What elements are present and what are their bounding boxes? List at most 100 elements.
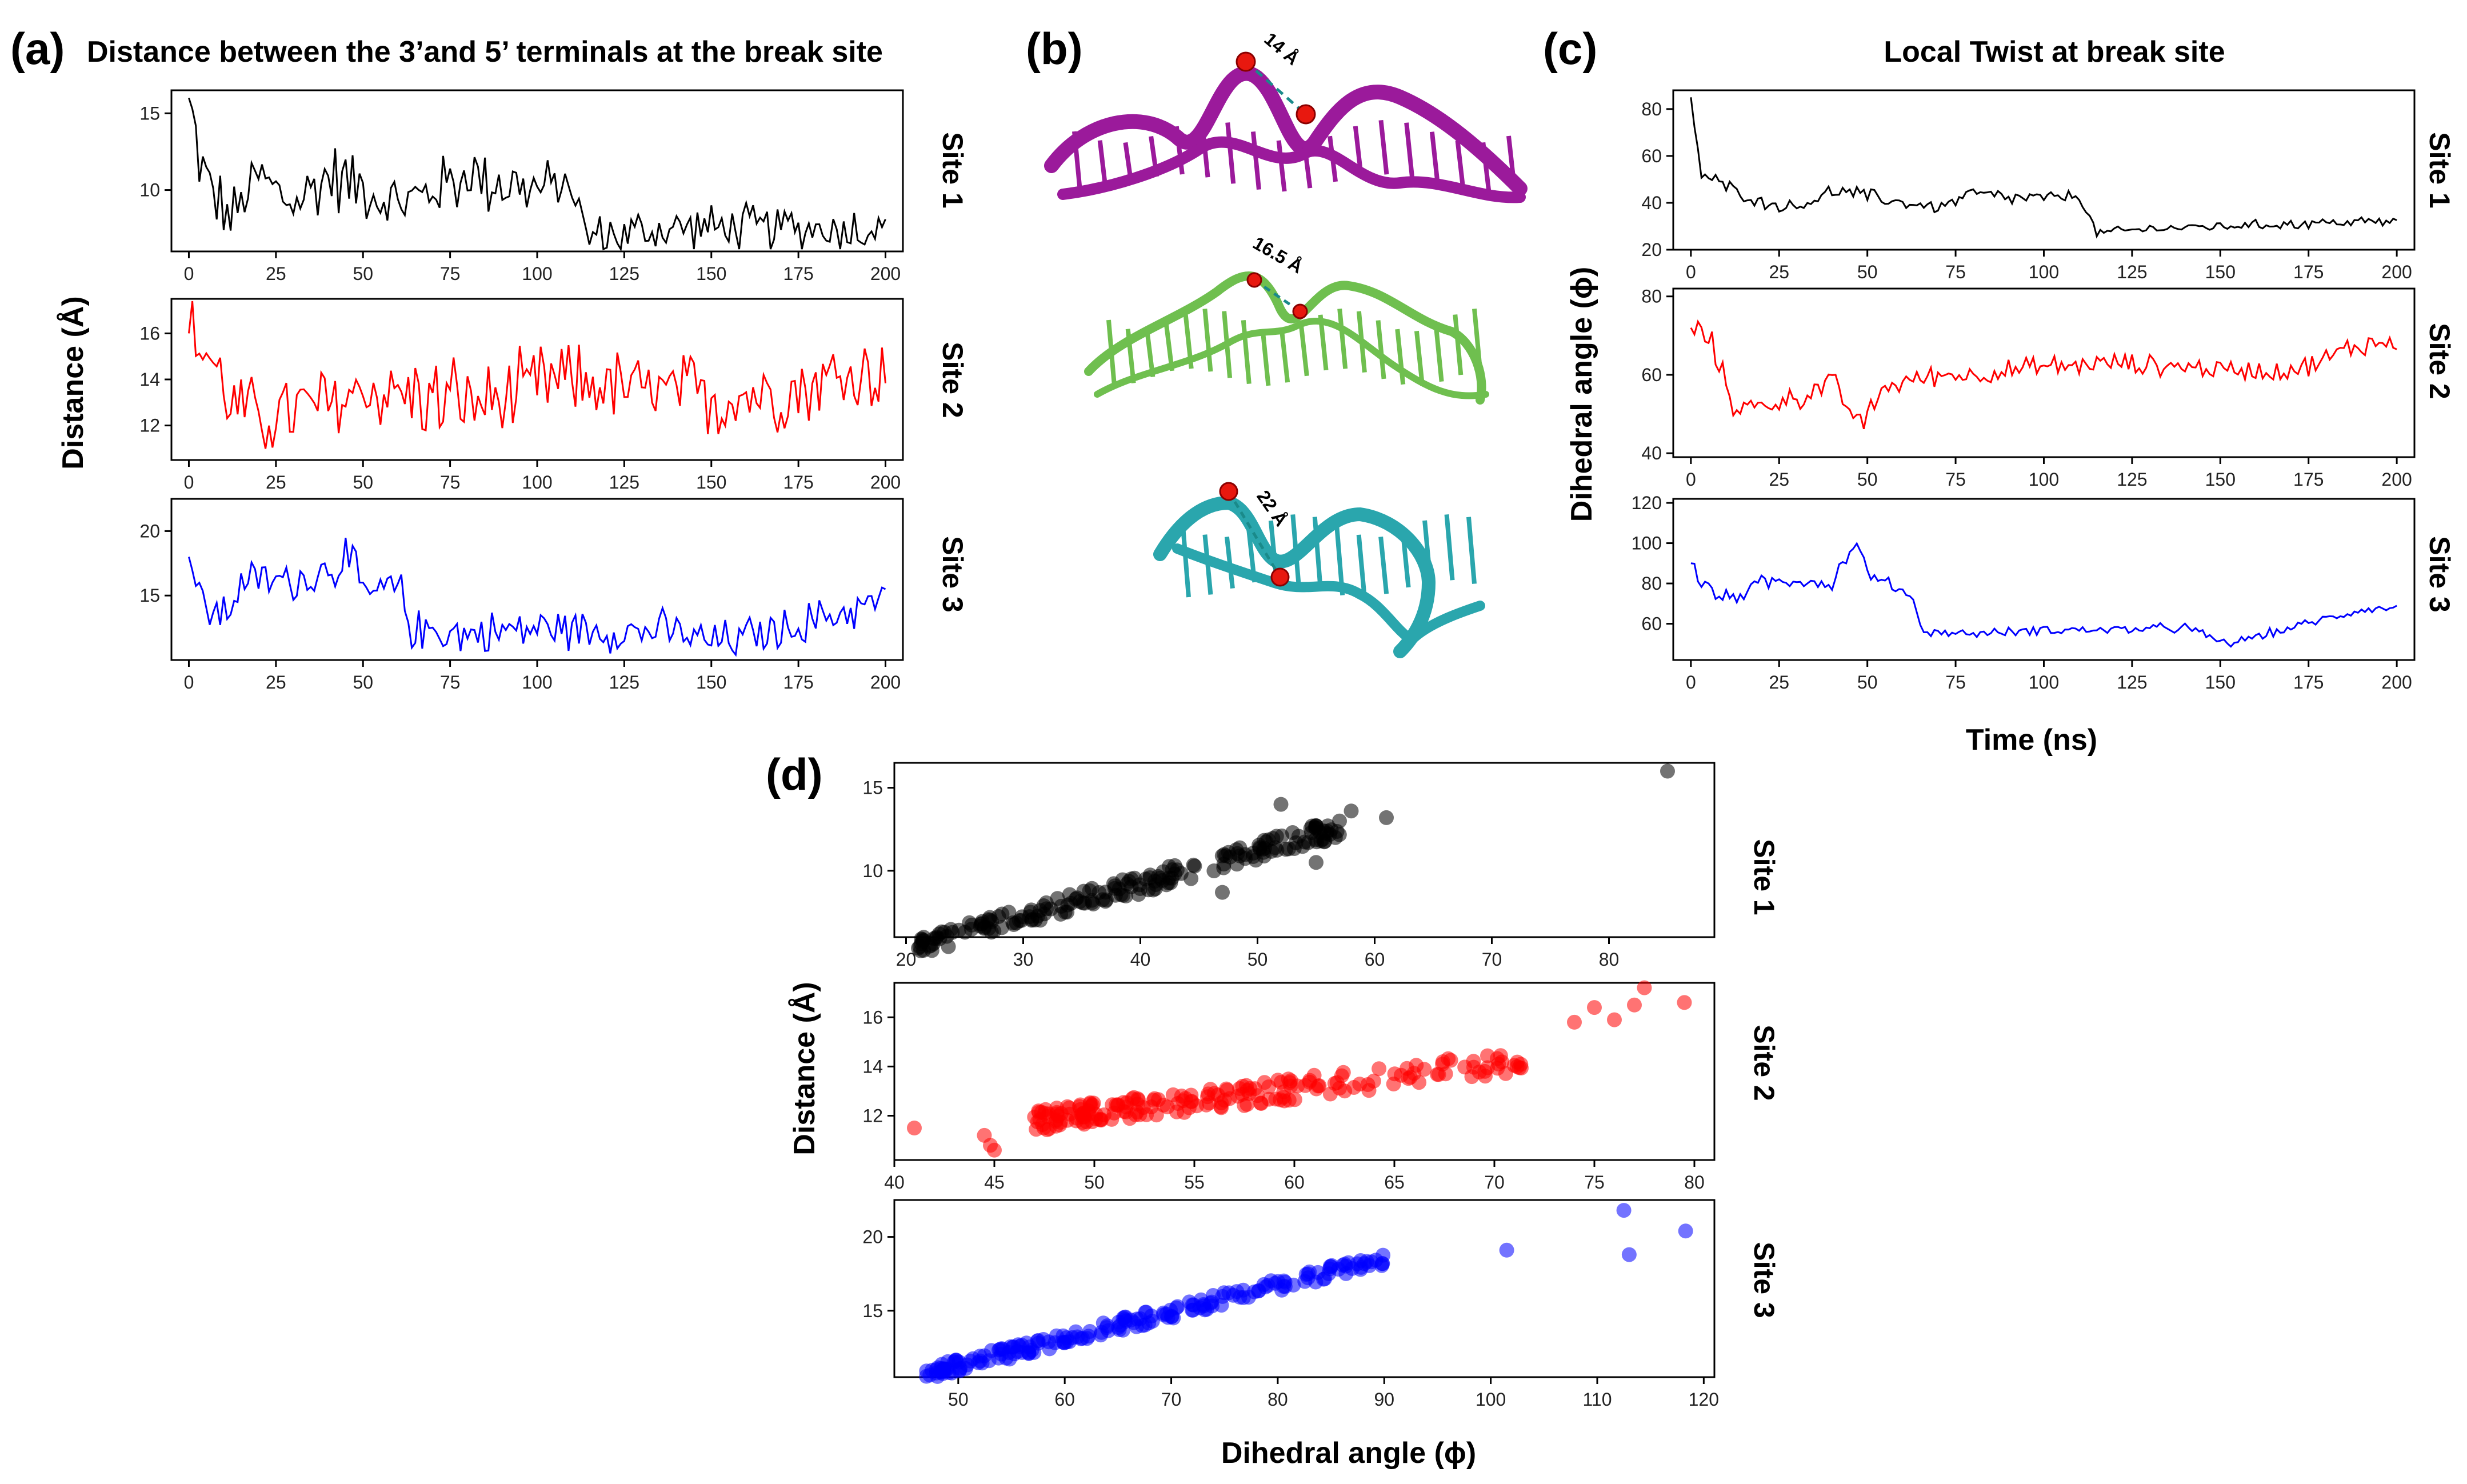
- structure-site3-atom-5prime: [1270, 567, 1290, 587]
- chart-a-site2-xtick-label: 75: [440, 472, 461, 493]
- chart-d-site2-point: [1261, 1079, 1277, 1094]
- chart-d-site2-point: [1393, 1067, 1409, 1083]
- base-pair: [1404, 122, 1415, 178]
- chart-c-site1-frame: [1672, 89, 2416, 251]
- chart-c-site1-xtick-label: 125: [2117, 262, 2147, 282]
- chart-a-site3-xtick-label: 150: [696, 672, 726, 693]
- chart-d-site2-point: [1075, 1109, 1090, 1125]
- chart-a-site3-xtick-label: 100: [522, 672, 552, 693]
- chart-d-site3-point: [1241, 1290, 1256, 1305]
- chart-d-site1-point: [1072, 894, 1087, 909]
- structure-site3-distance-label: 22 Å: [1253, 486, 1292, 530]
- chart-d-site1-xtick-label: 30: [1013, 949, 1034, 970]
- base-pair: [1241, 319, 1252, 384]
- chart-d-site3-point: [1073, 1331, 1089, 1346]
- chart-d-site1-point: [1014, 909, 1030, 925]
- chart-a-site1-ytick-label: 15: [139, 103, 160, 123]
- chart-d-site2-point: [1214, 1100, 1229, 1115]
- base-pair: [1466, 517, 1477, 584]
- structure-site1-ribbon: [1044, 66, 1528, 196]
- chart-d-site1-point: [1660, 763, 1675, 779]
- title-panel-c: Local Twist at break site: [1884, 35, 2225, 69]
- chart-a-site1-series-line: [188, 97, 886, 252]
- base-pair: [1328, 135, 1338, 182]
- base-pair: [1097, 140, 1108, 189]
- chart-d-site1-point: [1050, 891, 1065, 906]
- chart-d-site2-xtick-label: 70: [1484, 1172, 1505, 1193]
- chart-d-site1-point: [1091, 885, 1107, 900]
- base-pair: [1106, 319, 1117, 386]
- chart-d-site3-point: [1374, 1256, 1390, 1271]
- chart-d-site2-point: [1237, 1098, 1252, 1113]
- base-pair: [1453, 314, 1464, 375]
- chart-d-site1-point: [1183, 871, 1199, 886]
- chart-d-site3-frame: [893, 1199, 1716, 1378]
- structures-panel-b: 14 Å 16.5 Å 22 Å: [1044, 29, 1528, 658]
- structure-site1-atom-3prime: [1236, 51, 1256, 72]
- chart-c-site2-xtick-label: 125: [2117, 469, 2147, 490]
- base-pair: [1395, 329, 1406, 385]
- base-pair: [1429, 131, 1440, 185]
- chart-c-site1-xtick-label: 75: [1945, 262, 1966, 282]
- chart-d-site1-point: [994, 906, 1010, 922]
- chart-d-site2-ytick-label: 16: [862, 1007, 883, 1027]
- chart-d-site1-point: [926, 936, 941, 951]
- chart-d-site2-point: [1086, 1095, 1101, 1111]
- chart-c-site3-xtick-label: 150: [2205, 672, 2236, 693]
- site-label-a3: Site 3: [937, 536, 969, 612]
- base-pair: [1250, 131, 1261, 190]
- chart-c-site2-ytick-label: 80: [1641, 286, 1662, 307]
- chart-c-site3-xtick-label: 125: [2117, 672, 2147, 693]
- base-pair: [1337, 309, 1348, 369]
- chart-d-site1-point: [1147, 881, 1163, 897]
- chart-a-site2-xtick-label: 0: [184, 472, 194, 493]
- chart-c-site3-ytick-label: 60: [1641, 614, 1662, 634]
- structure-site3-distance-line: [1227, 490, 1282, 578]
- site-label-d1: Site 1: [1748, 839, 1780, 915]
- base-pair: [1174, 126, 1185, 175]
- chart-d-site1-point: [983, 925, 999, 940]
- chart-a-site2-xtick-label: 150: [696, 472, 726, 493]
- chart-d-site2-point: [1352, 1077, 1368, 1092]
- structure-site1-bases: [1072, 119, 1517, 192]
- chart-d-site1-point: [1113, 887, 1129, 902]
- chart-d-site3-ytick-label: 20: [862, 1227, 883, 1247]
- chart-a-site3-xtick-label: 0: [184, 672, 194, 693]
- chart-c-site3-frame: [1672, 498, 2416, 661]
- chart-a-site3-series-line: [188, 538, 886, 657]
- chart-a-site2-frame: [170, 298, 904, 461]
- chart-a-site1-xtick-label: 25: [266, 263, 286, 284]
- chart-c-site3-xtick-label: 175: [2293, 672, 2324, 693]
- base-pair: [1276, 140, 1287, 192]
- structure-site1: 14 Å: [1044, 29, 1528, 203]
- chart-a-site3-xtick-label: 50: [353, 672, 373, 693]
- chart-d-site2-xtick-label: 75: [1584, 1172, 1605, 1193]
- chart-d-site3-point: [1308, 1274, 1324, 1290]
- chart-d-site2-point: [1302, 1073, 1317, 1088]
- chart-c-site3-xtick-label: 100: [2029, 672, 2059, 693]
- chart-d-site1-point: [1038, 895, 1054, 910]
- chart-d-site3-point: [1274, 1282, 1289, 1298]
- chart-d-site2-point: [1283, 1073, 1298, 1089]
- chart-d-site3-point: [994, 1346, 1009, 1362]
- base-pair: [1334, 526, 1345, 595]
- chart-d-site3-xtick-label: 70: [1161, 1389, 1182, 1410]
- chart-a-site2-ytick-label: 16: [139, 323, 160, 343]
- base-pair: [1356, 311, 1367, 373]
- structure-site3: 22 Å: [1153, 482, 1485, 658]
- chart-d-site1-point: [1308, 818, 1324, 833]
- chart-c-site1-xtick-label: 50: [1857, 262, 1878, 282]
- chart-d-site2-point: [1336, 1065, 1351, 1080]
- chart-d-site3-point: [1499, 1242, 1514, 1258]
- base-pair: [1378, 536, 1389, 594]
- chart-c-site1-ytick-label: 40: [1641, 193, 1662, 213]
- structure-site1-distance-label: 14 Å: [1261, 29, 1304, 69]
- base-pair: [1280, 330, 1290, 383]
- chart-d-site2-point: [1053, 1115, 1068, 1130]
- chart-c-site2-xtick-label: 175: [2293, 469, 2324, 490]
- chart-d-site2-point: [987, 1142, 1002, 1158]
- chart-d-site2-frame: [893, 982, 1716, 1161]
- base-pair: [1202, 309, 1213, 372]
- chart-d-site3-point: [1621, 1247, 1637, 1262]
